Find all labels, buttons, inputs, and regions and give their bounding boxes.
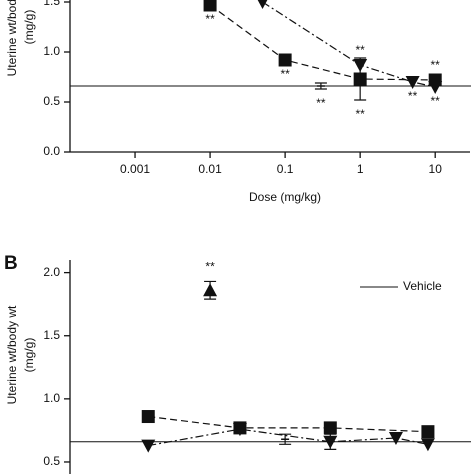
- y-tick-label: 0.0: [43, 144, 60, 158]
- significance-label: **: [205, 12, 215, 26]
- marker: [323, 421, 337, 435]
- significance-label: **: [431, 94, 441, 108]
- y-tick-label: 2.0: [43, 265, 60, 279]
- marker: [405, 76, 420, 89]
- x-tick-label: 0.01: [198, 162, 222, 176]
- y-axis-title: (mg/g): [22, 10, 36, 45]
- significance-label: **: [280, 67, 290, 81]
- marker: [388, 431, 403, 445]
- x-tick-label: 1: [357, 162, 364, 176]
- x-tick-label: 0.1: [277, 162, 294, 176]
- series-line: [148, 428, 429, 447]
- panel-label: B: [4, 253, 18, 274]
- series-line: [209, 4, 436, 81]
- marker: [323, 435, 338, 449]
- marker: [257, 0, 268, 9]
- y-tick-label: 1.0: [43, 44, 60, 58]
- marker: [420, 438, 435, 452]
- y-tick-label: 1.0: [43, 391, 60, 405]
- marker: [428, 81, 443, 94]
- y-axis-title: (mg/g): [22, 338, 36, 373]
- marker: [353, 72, 367, 86]
- significance-label: **: [355, 107, 365, 121]
- y-axis-title: Uterine wt/body wt: [5, 305, 19, 404]
- x-tick-label: 10: [429, 162, 443, 176]
- significance-label: **: [408, 89, 418, 103]
- x-tick-label: 0.001: [120, 162, 150, 176]
- marker: [141, 410, 155, 424]
- y-tick-label: 1.5: [43, 328, 60, 342]
- x-axis-title: Dose (mg/kg): [249, 190, 321, 204]
- significance-label: **: [355, 43, 365, 57]
- significance-label: **: [316, 96, 326, 110]
- marker: [232, 423, 247, 437]
- y-tick-label: 0.5: [43, 454, 60, 468]
- legend-label: Vehicle: [403, 279, 442, 293]
- marker: [203, 283, 218, 297]
- significance-label: **: [431, 58, 441, 72]
- significance-label: **: [205, 260, 215, 274]
- marker: [141, 439, 156, 453]
- y-axis-title: Uterine wt/body wt: [5, 0, 19, 76]
- y-tick-label: 1.5: [43, 0, 60, 8]
- marker: [203, 0, 217, 12]
- marker: [421, 425, 435, 439]
- series-line: [148, 415, 428, 433]
- series-line: [262, 1, 436, 88]
- y-tick-label: 0.5: [43, 94, 60, 108]
- marker: [353, 59, 368, 72]
- marker: [278, 53, 292, 67]
